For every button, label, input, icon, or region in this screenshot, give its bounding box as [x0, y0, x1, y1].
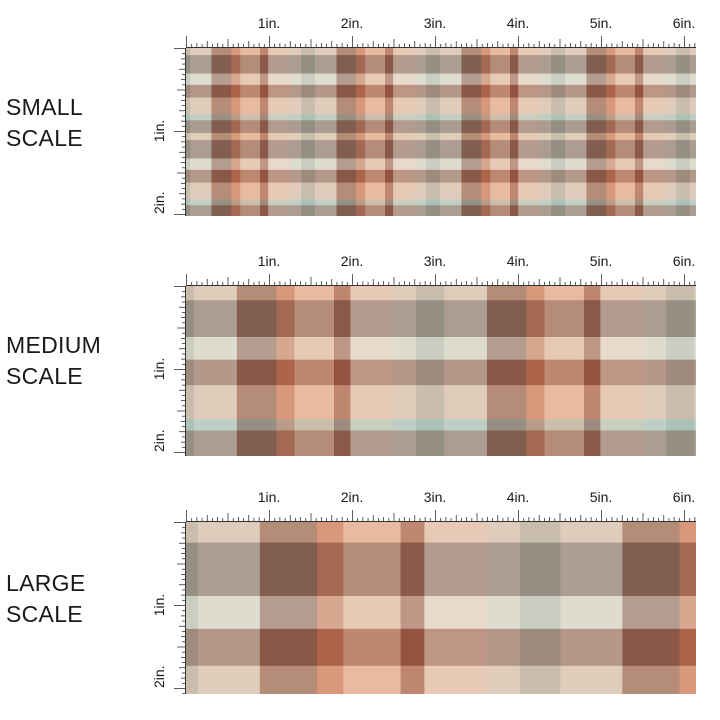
ruler-label-h-2: 2in. — [341, 253, 364, 269]
ruler-label-h-4: 4in. — [507, 489, 530, 505]
large-plaid-swatch — [186, 522, 696, 694]
small-scale-label: SMALL SCALE — [6, 94, 83, 151]
ruler-label-v-1: 1in. — [151, 358, 167, 381]
large-scale-label: LARGE SCALE — [6, 570, 86, 627]
medium-plaid-swatch — [186, 286, 696, 456]
medium-scale-label: MEDIUM SCALE — [6, 332, 102, 389]
small-plaid-swatch — [186, 48, 696, 216]
ruler-label-h-1: 1in. — [258, 15, 281, 31]
ruler-label-h-3: 3in. — [424, 253, 447, 269]
ruler-label-v-2: 2in. — [151, 191, 167, 214]
ruler-label-h-3: 3in. — [424, 15, 447, 31]
large-horizontal-ruler: 1in. 2in. 3in. 4in. 5in. 6in. — [186, 489, 696, 522]
ruler-label-v-1: 1in. — [151, 594, 167, 617]
ruler-label-h-1: 1in. — [258, 489, 281, 505]
ruler-label-h-2: 2in. — [341, 489, 364, 505]
ruler-label-h-6: 6in. — [673, 15, 696, 31]
ruler-label-h-6: 6in. — [673, 489, 696, 505]
ruler-label-h-4: 4in. — [507, 253, 530, 269]
ruler-label-h-2: 2in. — [341, 15, 364, 31]
small-horizontal-ruler: 1in. 2in. 3in. 4in. 5in. 6in. — [186, 15, 696, 48]
ruler-label-h-3: 3in. — [424, 489, 447, 505]
medium-horizontal-ruler: 1in. 2in. 3in. 4in. 5in. 6in. — [186, 253, 696, 286]
ruler-label-h-1: 1in. — [258, 253, 281, 269]
ruler-label-h-5: 5in. — [590, 489, 613, 505]
large-vertical-ruler: 1in. 2in. — [151, 522, 186, 694]
small-vertical-ruler: 1in. 2in. — [151, 48, 186, 216]
ruler-label-h-6: 6in. — [673, 253, 696, 269]
ruler-label-v-2: 2in. — [151, 429, 167, 452]
ruler-label-v-2: 2in. — [151, 665, 167, 688]
ruler-label-h-5: 5in. — [590, 253, 613, 269]
medium-vertical-ruler: 1in. 2in. — [151, 286, 186, 456]
ruler-label-v-1: 1in. — [151, 120, 167, 143]
ruler-label-h-5: 5in. — [590, 15, 613, 31]
ruler-label-h-4: 4in. — [507, 15, 530, 31]
